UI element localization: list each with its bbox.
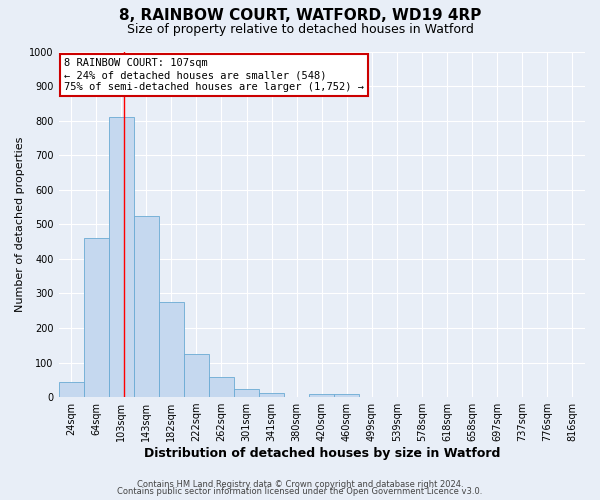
Bar bbox=[259, 392, 284, 397]
Bar bbox=[309, 394, 334, 397]
Bar bbox=[234, 390, 259, 397]
Text: Size of property relative to detached houses in Watford: Size of property relative to detached ho… bbox=[127, 22, 473, 36]
Bar bbox=[134, 216, 159, 397]
Bar bbox=[109, 117, 134, 397]
Bar bbox=[184, 354, 209, 397]
Bar bbox=[59, 382, 83, 397]
Bar bbox=[83, 238, 109, 397]
Bar bbox=[209, 377, 234, 397]
Y-axis label: Number of detached properties: Number of detached properties bbox=[15, 136, 25, 312]
X-axis label: Distribution of detached houses by size in Watford: Distribution of detached houses by size … bbox=[143, 447, 500, 460]
Bar bbox=[159, 302, 184, 397]
Text: 8 RAINBOW COURT: 107sqm
← 24% of detached houses are smaller (548)
75% of semi-d: 8 RAINBOW COURT: 107sqm ← 24% of detache… bbox=[64, 58, 364, 92]
Bar bbox=[334, 394, 359, 397]
Text: Contains public sector information licensed under the Open Government Licence v3: Contains public sector information licen… bbox=[118, 487, 482, 496]
Text: Contains HM Land Registry data © Crown copyright and database right 2024.: Contains HM Land Registry data © Crown c… bbox=[137, 480, 463, 489]
Text: 8, RAINBOW COURT, WATFORD, WD19 4RP: 8, RAINBOW COURT, WATFORD, WD19 4RP bbox=[119, 8, 481, 22]
